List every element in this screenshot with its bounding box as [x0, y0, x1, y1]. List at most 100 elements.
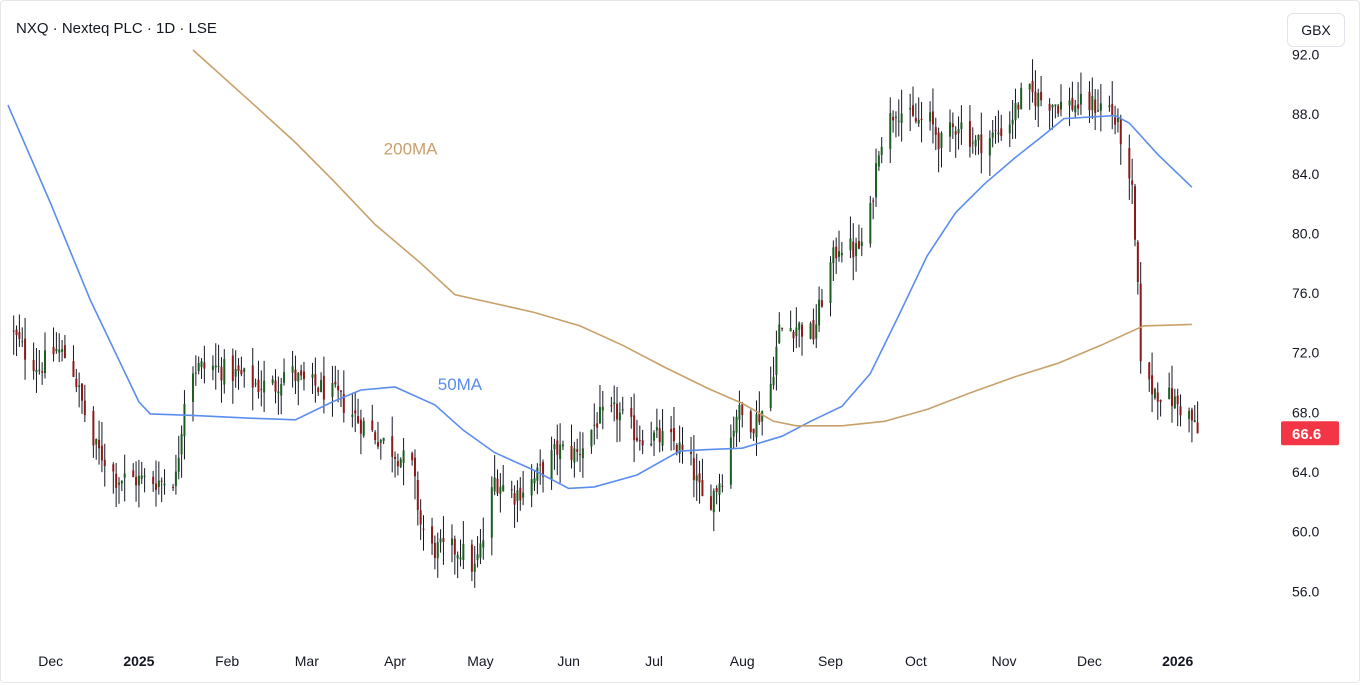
candle — [1040, 75, 1043, 107]
x-tick-label: Feb — [215, 653, 239, 669]
candle — [934, 117, 937, 151]
candle — [1179, 394, 1182, 427]
candle — [968, 105, 971, 158]
candle — [778, 312, 781, 344]
candle — [240, 356, 243, 377]
candle — [755, 400, 758, 456]
candle — [277, 376, 280, 415]
candle — [510, 480, 513, 498]
candle — [769, 366, 772, 412]
candle — [949, 109, 952, 153]
candle — [72, 345, 75, 378]
candle — [453, 535, 456, 575]
candle — [857, 224, 860, 250]
candle — [974, 135, 977, 156]
candle — [396, 453, 399, 476]
candle — [200, 358, 203, 379]
candle — [829, 256, 832, 317]
candle — [655, 408, 658, 438]
candle — [749, 409, 752, 439]
candle — [1031, 59, 1034, 103]
candle — [1108, 95, 1111, 112]
candle — [977, 134, 980, 155]
candle — [1153, 387, 1156, 400]
candle — [183, 390, 186, 460]
candle — [550, 436, 553, 490]
y-tick-label: 68.0 — [1292, 404, 1319, 420]
candle — [499, 473, 502, 513]
candle — [459, 539, 462, 567]
candle — [954, 126, 957, 158]
candle — [997, 110, 1000, 143]
candle — [1136, 240, 1139, 295]
candle — [513, 485, 516, 528]
candle — [638, 425, 641, 451]
x-tick-label: May — [467, 653, 493, 669]
candle — [542, 459, 545, 493]
candle — [35, 347, 38, 393]
candle — [712, 488, 715, 532]
candle — [320, 372, 323, 393]
currency-button[interactable]: GBX — [1287, 13, 1345, 47]
candle — [536, 463, 539, 495]
candle — [462, 521, 465, 570]
candle — [220, 357, 223, 403]
candle — [914, 103, 917, 124]
candle — [621, 396, 624, 415]
candle — [715, 485, 718, 505]
candle — [1193, 405, 1196, 423]
candle — [1196, 401, 1199, 434]
y-axis-labels: 56.0 60.0 64.0 68.0 72.0 76.0 80.0 84.0 88.0 92.0 — [1292, 46, 1319, 599]
candle — [792, 329, 795, 352]
candle — [610, 396, 613, 413]
x-tick-label: Dec — [1077, 653, 1102, 669]
candle — [553, 438, 556, 470]
x-tick-label: Dec — [38, 653, 63, 669]
candle — [433, 535, 436, 570]
candle — [559, 423, 562, 483]
candle — [598, 385, 601, 424]
candle — [58, 333, 61, 363]
candle — [872, 197, 875, 220]
candle — [695, 453, 698, 501]
candle — [991, 120, 994, 148]
annotation-200ma: 200MA — [384, 139, 439, 158]
candle — [775, 330, 778, 391]
candle — [616, 387, 619, 443]
candle — [1168, 372, 1171, 400]
candle — [1071, 81, 1074, 112]
x-tick-label: Nov — [992, 653, 1017, 669]
candle — [24, 317, 27, 380]
candle — [260, 370, 263, 407]
candle — [741, 401, 744, 428]
candle — [223, 349, 226, 394]
candle — [135, 461, 138, 502]
candle — [735, 409, 738, 447]
candle — [15, 325, 18, 357]
candle — [980, 112, 983, 174]
candle — [1188, 407, 1191, 433]
candle — [530, 464, 533, 508]
x-axis-labels: Dec 2025 Feb Mar Apr May Jun Jul Aug Sep Oct Nov Dec… — [38, 653, 1193, 669]
candle — [100, 421, 103, 473]
candle — [732, 416, 735, 449]
y-tick-label: 80.0 — [1292, 225, 1319, 241]
candle — [154, 460, 157, 507]
candle — [317, 386, 320, 396]
candle — [1014, 88, 1017, 139]
candle — [490, 476, 493, 556]
candle — [772, 356, 775, 390]
candle — [402, 437, 405, 486]
candle — [399, 457, 402, 469]
candle — [835, 237, 838, 274]
candle — [795, 307, 798, 349]
candle — [809, 321, 812, 340]
candle — [635, 419, 638, 443]
candle — [692, 435, 695, 498]
candle — [479, 529, 482, 565]
x-tick-label: Aug — [730, 653, 755, 669]
candle — [1099, 84, 1102, 132]
candle — [672, 406, 675, 451]
candle — [194, 355, 197, 386]
